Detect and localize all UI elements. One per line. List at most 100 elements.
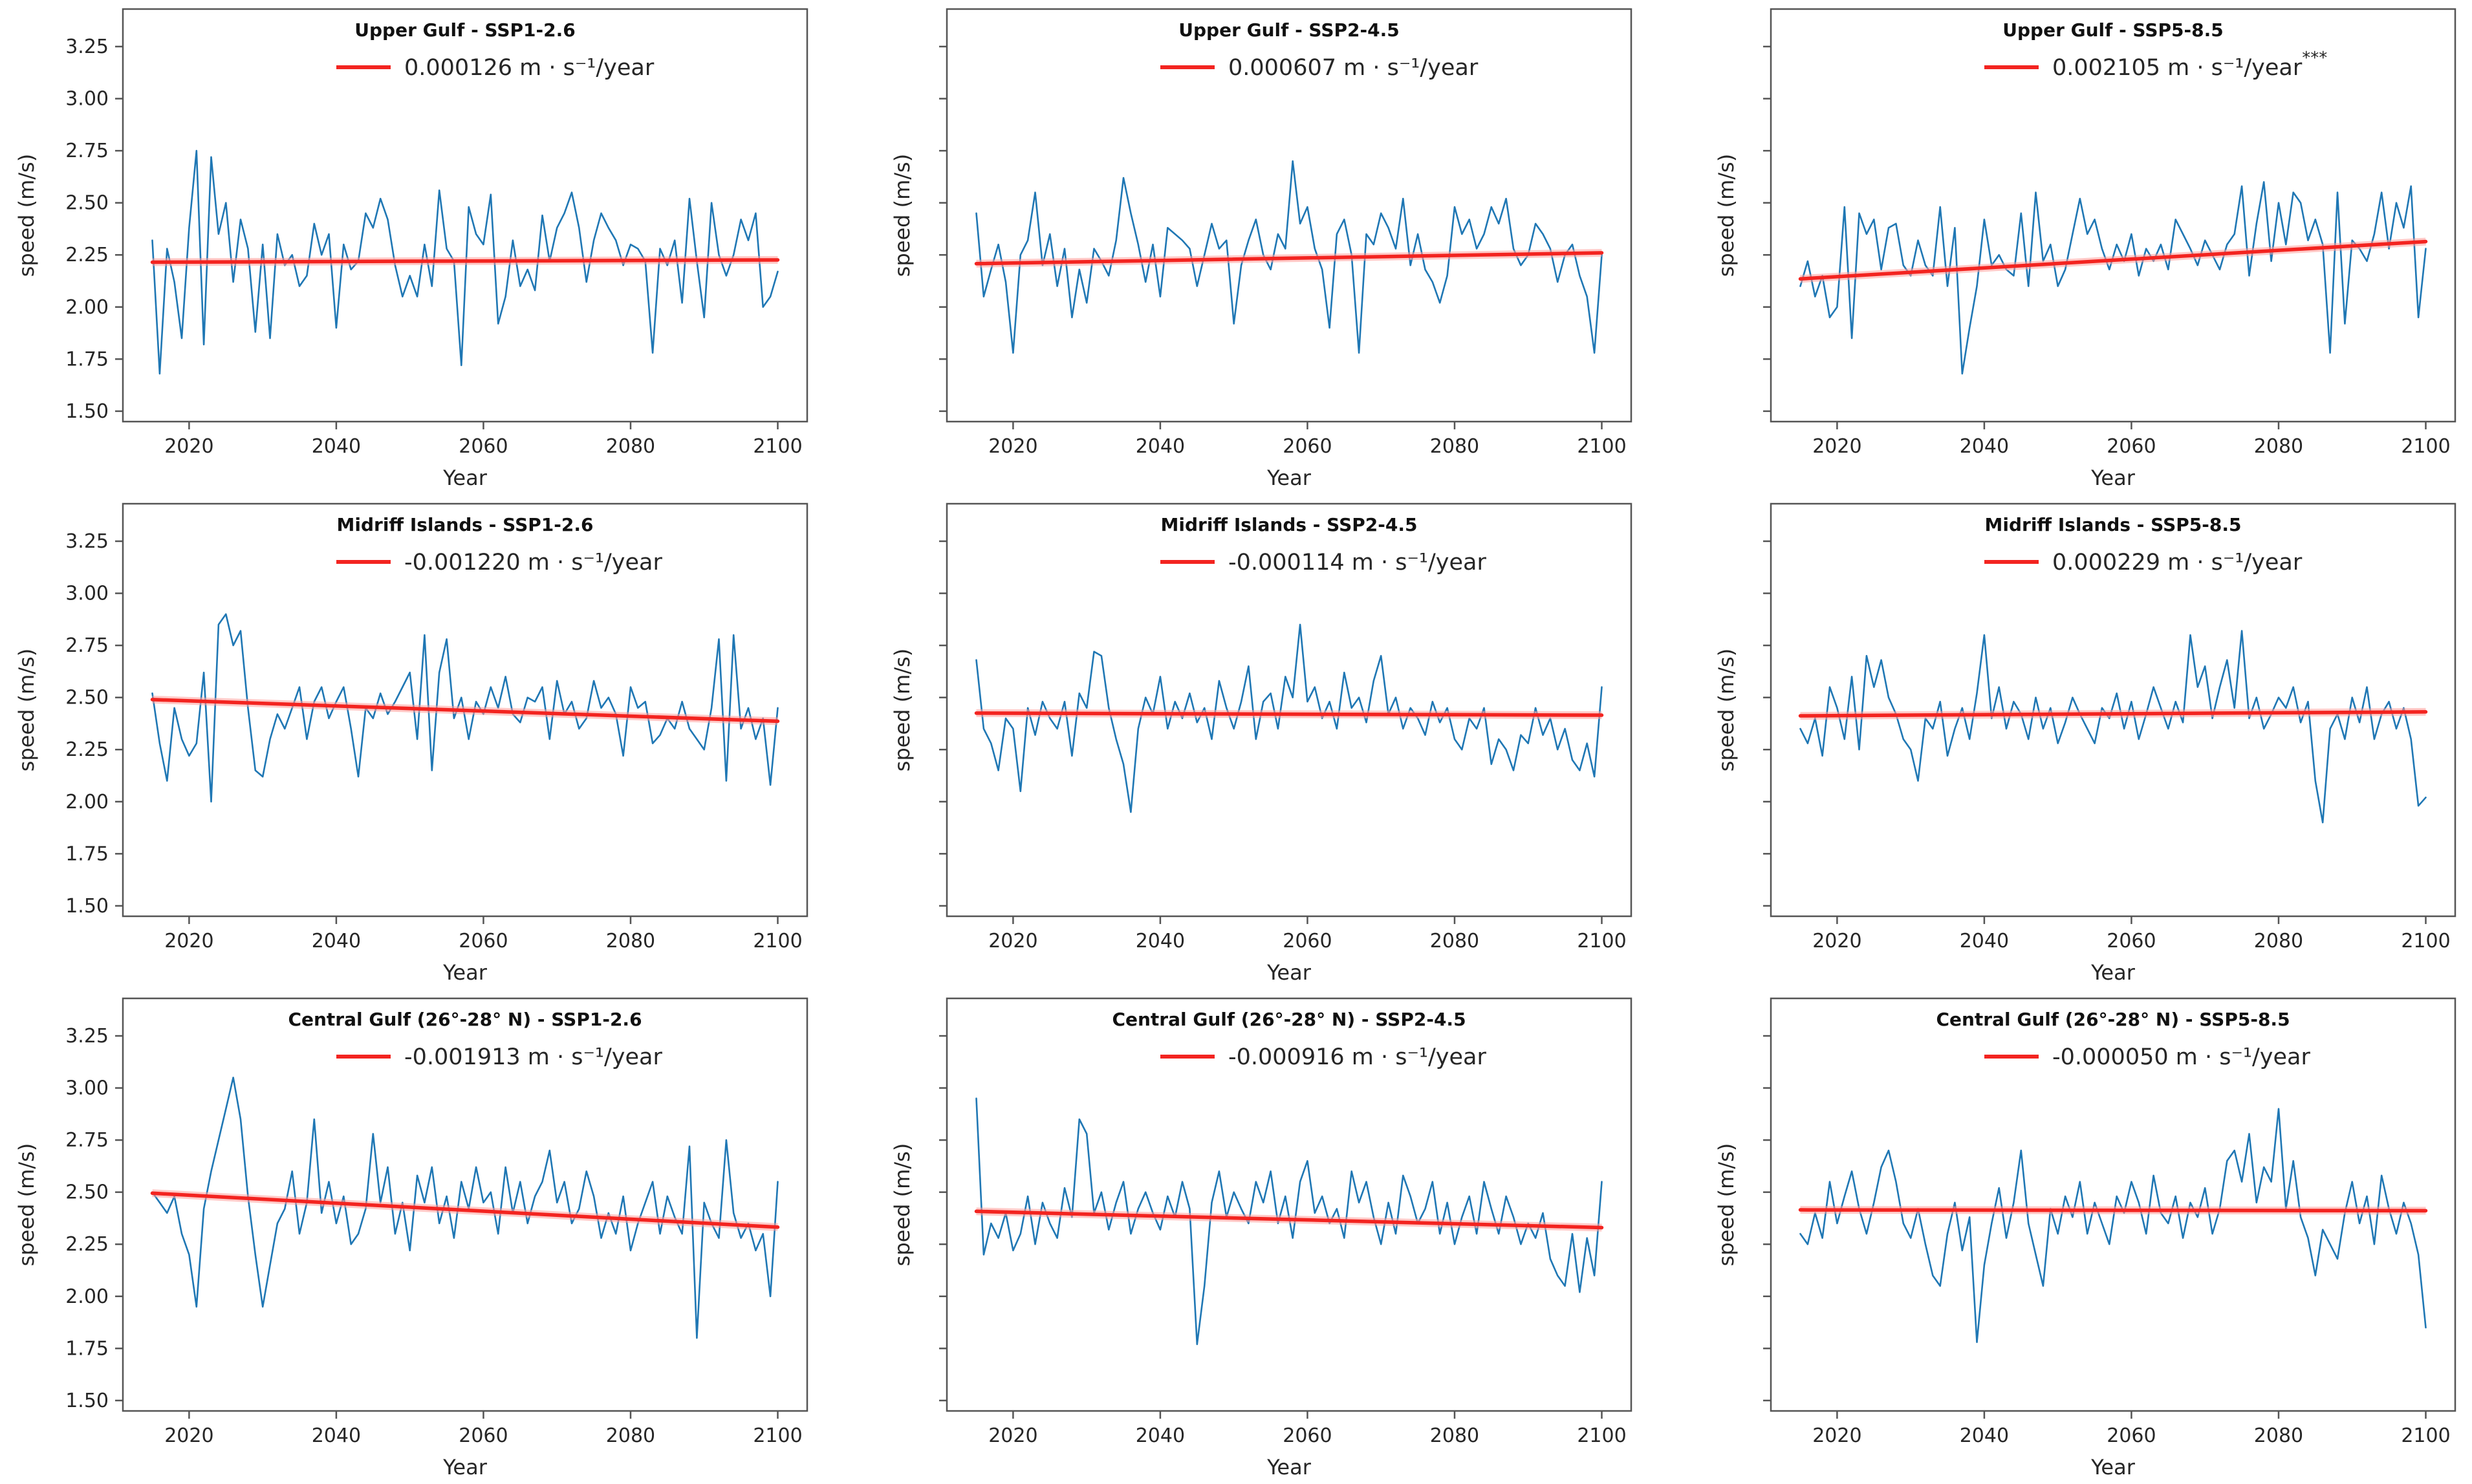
plot-frame [946, 8, 1632, 423]
speed-series-line [151, 613, 779, 803]
speed-series-line [1799, 1108, 2427, 1344]
x-axis-title: Year [2090, 466, 2136, 490]
y-tick-label: 2.25 [65, 738, 109, 761]
panel-title: Midriff Islands - SSP1-2.6 [337, 514, 594, 535]
x-tick-label: 2100 [1577, 435, 1626, 458]
x-tick-label: 2060 [2107, 435, 2156, 458]
trend-line [150, 258, 780, 264]
y-axis: speed (m/s) [890, 1035, 947, 1402]
x-tick-label: 2060 [1283, 1425, 1332, 1447]
plot-frame [946, 502, 1632, 918]
y-axis: speed (m/s) [1714, 1035, 1771, 1402]
x-tick-label: 2020 [164, 930, 213, 952]
x-axis: 2020 2040 2060 2080 2100 Year [1812, 422, 2451, 490]
chart-panel-upper-gulf-ssp5-8.5: 2020 2040 2060 2080 2100 Year speed (m/s) Upper… [1648, 0, 2472, 495]
y-axis-title: speed (m/s) [14, 1143, 39, 1266]
legend-label: -0.000050 m · s⁻¹/year [2052, 1044, 2310, 1070]
trend-line [974, 251, 1604, 266]
plot-frame [122, 8, 808, 423]
panel-title: Central Gulf (26°-28° N) - SSP1-2.6 [288, 1009, 642, 1030]
y-axis: speed (m/s) [1714, 45, 1771, 413]
y-tick-label: 2.00 [65, 791, 109, 813]
chart-panel-midriff-islands-ssp2-4.5: 2020 2040 2060 2080 2100 Year speed (m/s) Midri… [824, 495, 1648, 989]
y-axis: speed (m/s) [1714, 540, 1771, 907]
trend-line [974, 711, 1604, 717]
y-tick-label: 3.00 [65, 1077, 109, 1100]
x-tick-label: 2100 [753, 435, 802, 458]
legend-label: -0.000114 m · s⁻¹/year [1228, 550, 1486, 575]
y-tick-label: 1.75 [65, 348, 109, 371]
legend: -0.001220 m · s⁻¹/year [336, 550, 662, 575]
y-axis-title: speed (m/s) [1714, 649, 1739, 771]
x-axis: 2020 2040 2060 2080 2100 Year [1812, 916, 2451, 985]
x-tick-label: 2040 [1960, 1425, 2009, 1447]
x-tick-label: 2040 [1960, 930, 2009, 952]
chart-svg-upper-gulf-ssp1-2.6: 2020 2040 2060 2080 2100 Year 1.50 1.75 2.00 2.25… [14, 8, 808, 490]
chart-panel-upper-gulf-ssp2-4.5: 2020 2040 2060 2080 2100 Year speed (m/s) Upper… [824, 0, 1648, 495]
x-tick-label: 2100 [2401, 930, 2450, 952]
y-tick-label: 3.25 [65, 36, 109, 58]
panel-title: Central Gulf (26°-28° N) - SSP5-8.5 [1936, 1009, 2290, 1030]
chart-panel-central-gulf-26-28-n-ssp2-4.5: 2020 2040 2060 2080 2100 Year speed (m/s) Centr… [824, 989, 1648, 1484]
panel-title: Midriff Islands - SSP5-8.5 [1985, 514, 2242, 535]
chart-panel-midriff-islands-ssp5-8.5: 2020 2040 2060 2080 2100 Year speed (m/s) Midri… [1648, 495, 2472, 989]
speed-series-line [1799, 181, 2427, 375]
trend-line [150, 698, 780, 724]
y-tick-label: 2.00 [65, 1285, 109, 1308]
chart-svg-central-gulf-26-28-n-ssp5-8.5: 2020 2040 2060 2080 2100 Year speed (m/s) Centr… [1714, 997, 2456, 1479]
y-tick-label: 2.50 [65, 687, 109, 709]
y-tick-label: 1.75 [65, 1337, 109, 1360]
x-tick-label: 2040 [1136, 1425, 1185, 1447]
chart-svg-midriff-islands-ssp5-8.5: 2020 2040 2060 2080 2100 Year speed (m/s) Midri… [1714, 502, 2456, 985]
y-tick-label: 3.25 [65, 530, 109, 553]
chart-panel-upper-gulf-ssp1-2.6: 2020 2040 2060 2080 2100 Year 1.50 1.75 2.00 2.25… [0, 0, 824, 495]
x-axis: 2020 2040 2060 2080 2100 Year [164, 916, 803, 985]
y-tick-label: 2.50 [65, 192, 109, 215]
legend: 0.000607 m · s⁻¹/year [1160, 55, 1479, 81]
x-axis-title: Year [442, 960, 488, 985]
x-tick-label: 2060 [459, 435, 508, 458]
x-tick-label: 2080 [606, 930, 655, 952]
x-tick-label: 2020 [164, 435, 213, 458]
y-tick-label: 2.75 [65, 1129, 109, 1152]
y-axis-title: speed (m/s) [14, 154, 39, 277]
trend-line [974, 1209, 1604, 1230]
x-tick-label: 2060 [2107, 1425, 2156, 1447]
plot-frame [1770, 8, 2456, 423]
chart-svg-midriff-islands-ssp1-2.6: 2020 2040 2060 2080 2100 Year 1.50 1.75 2.00 2.25… [14, 502, 808, 985]
legend-label: 0.002105 m · s⁻¹/year*** [2052, 48, 2327, 81]
x-tick-label: 2080 [606, 1425, 655, 1447]
x-tick-label: 2020 [164, 1425, 213, 1447]
chart-svg-midriff-islands-ssp2-4.5: 2020 2040 2060 2080 2100 Year speed (m/s) Midri… [890, 502, 1632, 985]
legend: -0.000114 m · s⁻¹/year [1160, 550, 1486, 575]
y-axis-title: speed (m/s) [890, 1143, 915, 1266]
plot-frame [122, 997, 808, 1412]
x-tick-label: 2060 [1283, 435, 1332, 458]
chart-svg-central-gulf-26-28-n-ssp2-4.5: 2020 2040 2060 2080 2100 Year speed (m/s) Centr… [890, 997, 1632, 1479]
y-tick-label: 1.50 [65, 895, 109, 918]
chart-svg-upper-gulf-ssp2-4.5: 2020 2040 2060 2080 2100 Year speed (m/s) Upper… [890, 8, 1632, 490]
trend-line [1798, 710, 2428, 718]
plot-frame [946, 997, 1632, 1412]
x-tick-label: 2020 [1812, 435, 1861, 458]
x-tick-label: 2040 [1960, 435, 2009, 458]
legend: 0.002105 m · s⁻¹/year*** [1984, 48, 2327, 81]
x-tick-label: 2020 [988, 435, 1037, 458]
x-tick-label: 2020 [1812, 1425, 1861, 1447]
y-tick-label: 2.25 [65, 1233, 109, 1256]
panel-title: Midriff Islands - SSP2-4.5 [1161, 514, 1418, 535]
y-axis: speed (m/s) [890, 540, 947, 907]
y-axis: 1.50 1.75 2.00 2.25 2.50 2.75 3.00 3.25 speed (m… [14, 1025, 123, 1412]
y-tick-label: 3.25 [65, 1025, 109, 1048]
x-tick-label: 2020 [1812, 930, 1861, 952]
chart-svg-upper-gulf-ssp5-8.5: 2020 2040 2060 2080 2100 Year speed (m/s) Upper… [1714, 8, 2456, 490]
panel-title: Central Gulf (26°-28° N) - SSP2-4.5 [1112, 1009, 1466, 1030]
x-axis: 2020 2040 2060 2080 2100 Year [988, 916, 1627, 985]
legend: -0.001913 m · s⁻¹/year [336, 1044, 662, 1070]
x-tick-label: 2080 [2254, 1425, 2303, 1447]
speed-series-line [975, 160, 1603, 354]
y-tick-label: 2.50 [65, 1181, 109, 1204]
legend: 0.000229 m · s⁻¹/year [1984, 550, 2303, 575]
y-axis: 1.50 1.75 2.00 2.25 2.50 2.75 3.00 3.25 speed (m… [14, 36, 123, 423]
speed-series-line [1799, 630, 2427, 824]
